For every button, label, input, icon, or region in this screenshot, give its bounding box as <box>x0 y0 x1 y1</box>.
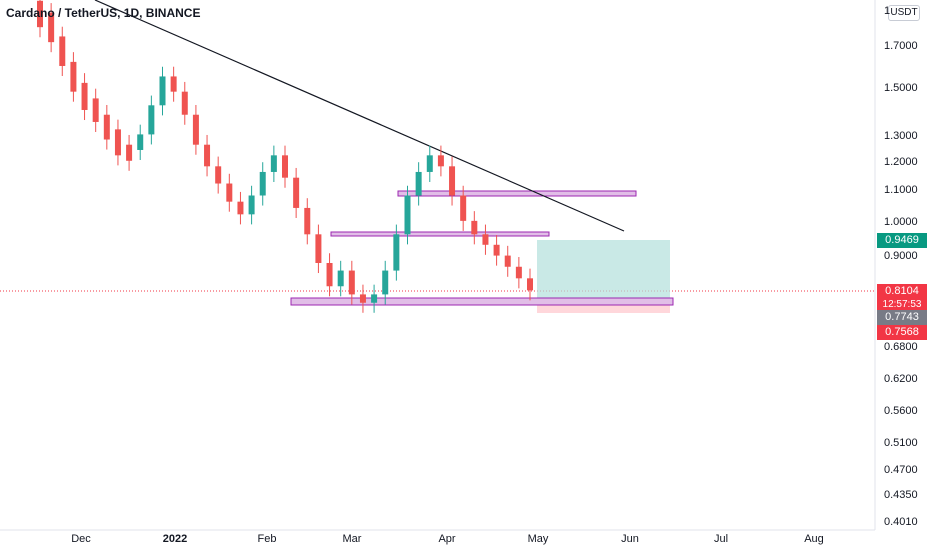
price-tick-label: 1.5000 <box>884 82 918 94</box>
candle-body <box>237 201 244 215</box>
candle-body <box>326 262 333 287</box>
time-tick-label: Mar <box>342 533 362 545</box>
price-tick-label: 1.3000 <box>884 130 918 142</box>
candle-body <box>270 155 277 172</box>
candle-body <box>181 91 188 115</box>
price-tick-label: 0.4010 <box>884 516 918 528</box>
time-tick-label: Dec <box>71 533 91 545</box>
price-tick-label: 0.4700 <box>884 464 918 476</box>
candle-body <box>148 105 155 135</box>
price-tick-label: 0.4350 <box>884 489 918 501</box>
candle-body <box>371 294 378 303</box>
candle-body <box>460 195 467 221</box>
candle-body <box>226 183 233 202</box>
price-tick-label: 0.5600 <box>884 405 918 417</box>
candle-body <box>348 270 355 295</box>
entry-price-label: 0.7743 <box>877 310 927 325</box>
target-zone[interactable] <box>537 240 670 299</box>
candle-body <box>192 114 199 145</box>
candle-body <box>126 144 133 161</box>
price-tick-label: 0.9000 <box>884 250 918 262</box>
candle-body <box>337 270 344 287</box>
candle-body <box>48 12 55 43</box>
stop-price-label: 0.7568 <box>877 325 927 340</box>
price-tick-label: 1.1000 <box>884 184 918 196</box>
candle-body <box>426 155 433 172</box>
candle-body <box>215 166 222 184</box>
countdown-label: 12:57:53 <box>877 297 927 312</box>
price-tick-label: 1.0000 <box>884 216 918 228</box>
candle-body <box>259 171 266 196</box>
price-tick-label: 0.5100 <box>884 437 918 449</box>
candle-body <box>70 61 77 92</box>
candle-body <box>114 129 121 156</box>
candle-body <box>59 36 66 66</box>
candle-body <box>282 155 288 178</box>
symbol-title: Cardano / TetherUS, 1D, BINANCE <box>6 6 201 20</box>
candle-body <box>493 244 500 256</box>
candle-body <box>449 166 456 196</box>
candle-body <box>482 234 489 245</box>
price-tick-label: 0.6200 <box>884 373 918 385</box>
candle-body <box>204 144 211 167</box>
candle-body <box>404 195 411 235</box>
candles-group <box>37 0 533 313</box>
candle-body <box>81 82 88 110</box>
price-tick-label: 1.7000 <box>884 40 918 52</box>
resistance-zone-2[interactable] <box>330 231 550 237</box>
candle-body <box>527 278 533 291</box>
candle-body <box>359 294 366 303</box>
candle-body <box>137 134 144 150</box>
candle-body <box>159 76 166 106</box>
candle-body <box>304 207 311 235</box>
time-tick-label: Apr <box>438 533 456 545</box>
candle-body <box>248 195 255 215</box>
time-tick-label: Feb <box>257 533 277 545</box>
candle-body <box>504 255 511 267</box>
candle-body <box>415 171 422 196</box>
candle-body <box>437 155 444 167</box>
price-tick-label: 1 <box>884 5 891 17</box>
time-tick-label: Aug <box>804 533 824 545</box>
resistance-zone-1[interactable] <box>397 190 637 197</box>
candle-body <box>37 0 43 28</box>
time-tick-label: May <box>527 533 549 545</box>
candle-body <box>382 270 389 295</box>
time-tick-label: 2022 <box>162 533 188 545</box>
candle-body <box>92 98 99 122</box>
price-tick-label: 0.6800 <box>884 341 918 353</box>
candle-body <box>103 114 110 140</box>
candle-body <box>170 76 177 92</box>
currency-badge[interactable]: USDT <box>888 5 920 21</box>
time-tick-label: Jul <box>713 533 729 545</box>
support-zone[interactable] <box>290 297 674 306</box>
candle-body <box>471 220 478 235</box>
last-price-label: 0.8104 <box>877 284 927 299</box>
trend-line[interactable] <box>94 0 625 232</box>
target-price-label: 0.9469 <box>877 233 927 248</box>
price-tick-label: 1.2000 <box>884 156 918 168</box>
time-tick-label: Jun <box>621 533 639 545</box>
candle-body <box>515 266 522 279</box>
candle-body <box>293 177 300 208</box>
candle-body <box>393 234 400 271</box>
candle-body <box>315 234 322 263</box>
